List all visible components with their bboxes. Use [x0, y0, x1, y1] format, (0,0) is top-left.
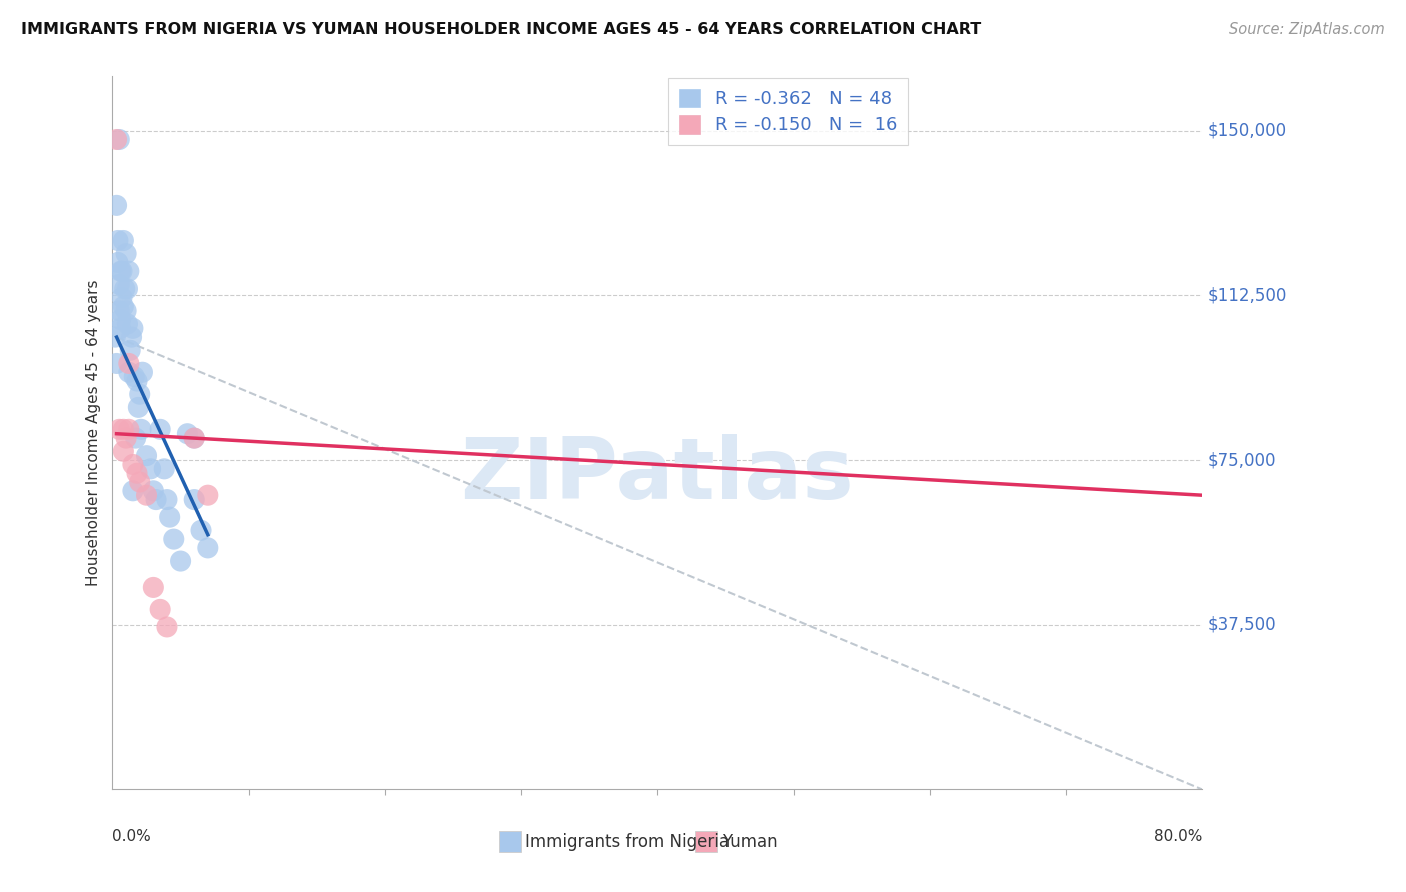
Point: [105, 356, 128, 370]
Point: [176, 426, 198, 441]
Point: [156, 492, 179, 507]
Point: [105, 132, 128, 146]
Point: [122, 321, 145, 335]
Point: [115, 246, 138, 260]
Point: [197, 541, 219, 555]
Point: [183, 431, 205, 445]
Point: [110, 312, 132, 326]
Point: [122, 458, 145, 472]
Point: [183, 492, 205, 507]
Point: [129, 422, 152, 436]
Point: [124, 369, 146, 384]
Point: [110, 321, 132, 335]
Point: [190, 524, 212, 538]
Legend: R = -0.362   N = 48, R = -0.150   N =  16: R = -0.362 N = 48, R = -0.150 N = 16: [668, 78, 908, 145]
Text: $150,000: $150,000: [1208, 121, 1286, 140]
Point: [107, 234, 129, 248]
Point: [107, 255, 129, 269]
Point: [142, 581, 165, 595]
Point: [163, 532, 186, 546]
Text: Immigrants from Nigeria: Immigrants from Nigeria: [526, 832, 730, 850]
Point: [139, 462, 162, 476]
Point: [149, 602, 172, 616]
Text: $75,000: $75,000: [1208, 451, 1277, 469]
Text: $37,500: $37,500: [1208, 615, 1277, 633]
Point: [197, 488, 219, 502]
Point: [118, 264, 141, 278]
Point: [125, 467, 148, 481]
Point: [111, 264, 134, 278]
Point: [108, 132, 131, 146]
Point: [131, 365, 153, 379]
Point: [156, 620, 179, 634]
Point: [108, 422, 131, 436]
Point: [125, 374, 148, 388]
Point: [149, 422, 172, 436]
Point: [122, 483, 145, 498]
Point: [108, 303, 131, 318]
Point: [108, 277, 131, 292]
Text: 0.0%: 0.0%: [112, 829, 152, 844]
Point: [121, 330, 143, 344]
Point: [135, 449, 157, 463]
Point: [169, 554, 191, 568]
Point: [135, 488, 157, 502]
Text: Source: ZipAtlas.com: Source: ZipAtlas.com: [1229, 22, 1385, 37]
Point: [153, 462, 176, 476]
Text: Yuman: Yuman: [721, 832, 778, 850]
Point: [183, 431, 205, 445]
Point: [142, 483, 165, 498]
Point: [120, 343, 142, 358]
Point: [128, 475, 150, 489]
Point: [117, 317, 139, 331]
Point: [117, 282, 139, 296]
Point: [105, 198, 128, 212]
Point: [112, 299, 135, 313]
Point: [111, 291, 134, 305]
Y-axis label: Householder Income Ages 45 - 64 years: Householder Income Ages 45 - 64 years: [86, 279, 101, 586]
Point: [118, 422, 141, 436]
Point: [104, 330, 127, 344]
Text: ZIPatlas: ZIPatlas: [460, 434, 855, 517]
Point: [115, 303, 138, 318]
Point: [127, 401, 149, 415]
Point: [112, 444, 135, 458]
FancyBboxPatch shape: [499, 830, 522, 852]
Point: [118, 365, 141, 379]
Point: [115, 431, 138, 445]
Point: [112, 422, 135, 436]
Text: 80.0%: 80.0%: [1154, 829, 1202, 844]
Point: [145, 492, 167, 507]
Point: [114, 282, 136, 296]
Text: $112,500: $112,500: [1208, 286, 1286, 304]
Point: [159, 510, 181, 524]
FancyBboxPatch shape: [696, 830, 717, 852]
Point: [110, 264, 132, 278]
Point: [112, 234, 135, 248]
Text: IMMIGRANTS FROM NIGERIA VS YUMAN HOUSEHOLDER INCOME AGES 45 - 64 YEARS CORRELATI: IMMIGRANTS FROM NIGERIA VS YUMAN HOUSEHO…: [21, 22, 981, 37]
Point: [124, 431, 146, 445]
Point: [128, 387, 150, 401]
Point: [118, 356, 141, 370]
